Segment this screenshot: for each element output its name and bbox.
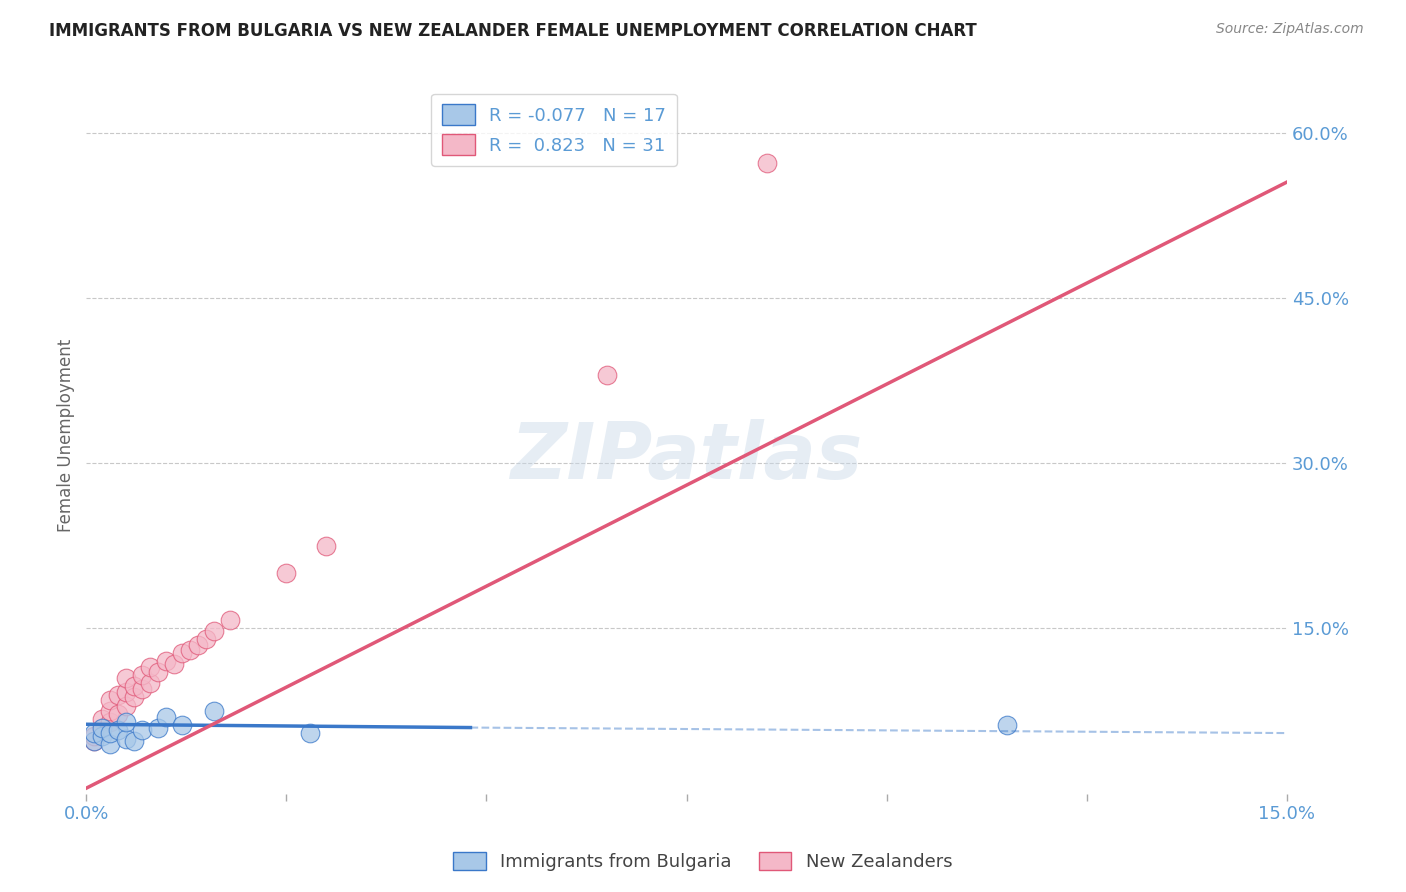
Point [115,685,138,699]
Point [163,657,186,671]
Point [107,688,129,702]
Point [107,707,129,722]
Point [755,156,778,170]
Point [299,726,322,740]
Point [83,726,105,740]
Point [139,660,162,674]
Point [98,726,121,740]
Point [595,368,617,382]
Point [187,638,209,652]
Point [83,733,105,747]
Point [83,733,105,747]
Point [124,679,146,693]
Legend: Immigrants from Bulgaria, New Zealanders: Immigrants from Bulgaria, New Zealanders [446,845,960,879]
Point [131,667,153,681]
Point [131,681,153,696]
Point [115,714,138,729]
Point [91,730,114,744]
Point [124,690,146,704]
Point [98,737,121,751]
Point [115,671,138,685]
Point [91,721,114,735]
Point [98,693,121,707]
Point [995,718,1018,732]
Point [155,655,177,669]
Point [91,721,114,735]
Point [131,723,153,737]
Point [172,646,194,660]
Point [148,665,170,680]
Point [124,733,146,747]
Point [202,624,225,638]
Point [276,566,298,581]
Point [172,718,194,732]
Point [139,676,162,690]
Point [195,632,218,647]
Point [315,539,337,553]
Point [107,723,129,737]
Point [148,721,170,735]
Text: Source: ZipAtlas.com: Source: ZipAtlas.com [1216,22,1364,37]
Text: ZIPatlas: ZIPatlas [510,419,863,495]
Legend: R = -0.077   N = 17, R =  0.823   N = 31: R = -0.077 N = 17, R = 0.823 N = 31 [432,94,676,166]
Point [219,613,242,627]
Point [155,709,177,723]
Point [91,712,114,726]
Y-axis label: Female Unemployment: Female Unemployment [58,339,75,533]
Text: IMMIGRANTS FROM BULGARIA VS NEW ZEALANDER FEMALE UNEMPLOYMENT CORRELATION CHART: IMMIGRANTS FROM BULGARIA VS NEW ZEALANDE… [49,22,977,40]
Point [98,704,121,718]
Point [202,704,225,718]
Point [115,731,138,746]
Point [179,643,201,657]
Point [115,698,138,713]
Point [98,714,121,729]
Point [83,730,105,744]
